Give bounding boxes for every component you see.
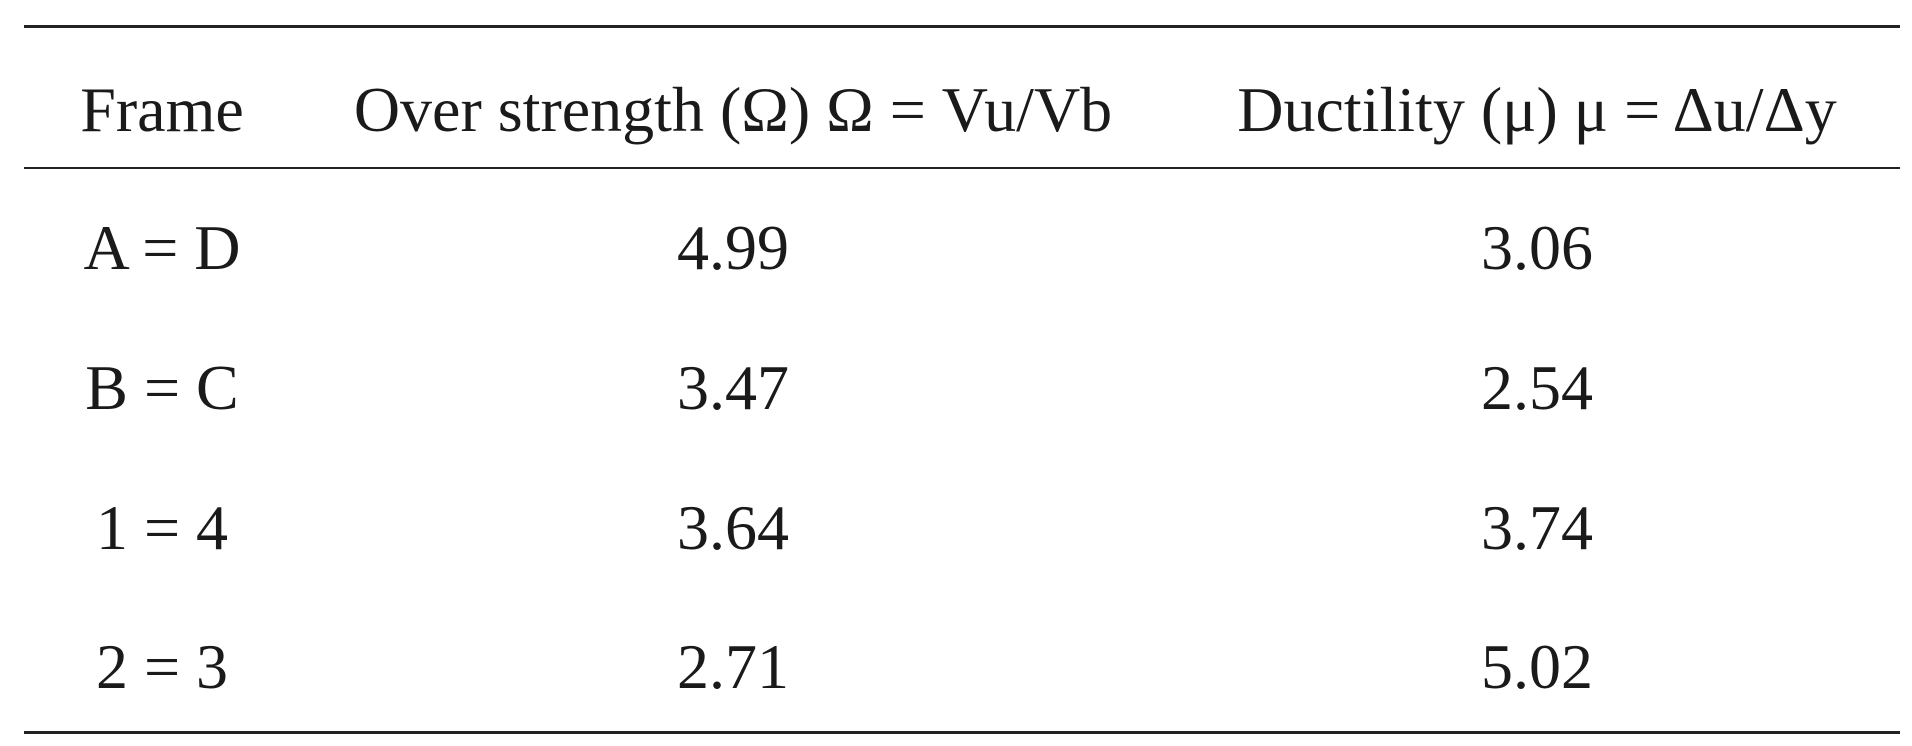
value-cell: 3.47 bbox=[677, 352, 789, 423]
row-label: B = C bbox=[85, 352, 239, 423]
bottom-rule bbox=[24, 731, 1900, 734]
header-cell: Frame bbox=[80, 74, 244, 145]
value-cell: 2.54 bbox=[1481, 352, 1593, 423]
header-cell: Over strength (Ω) Ω = Vu/Vb bbox=[353, 74, 1113, 145]
value-cell: 4.99 bbox=[677, 212, 789, 283]
header-rule bbox=[24, 167, 1900, 169]
top-rule bbox=[24, 25, 1900, 28]
value-cell: 3.64 bbox=[677, 492, 789, 563]
value-cell: 3.06 bbox=[1481, 212, 1593, 283]
row-label: 2 = 3 bbox=[95, 631, 229, 702]
value-cell: 2.71 bbox=[677, 631, 789, 702]
value-cell: 5.02 bbox=[1481, 631, 1593, 702]
header-cell: Ductility (μ) μ = Δu/Δy bbox=[1237, 74, 1837, 145]
row-label: 1 = 4 bbox=[95, 492, 229, 563]
row-label: A = D bbox=[83, 212, 241, 283]
value-cell: 3.74 bbox=[1481, 492, 1593, 563]
